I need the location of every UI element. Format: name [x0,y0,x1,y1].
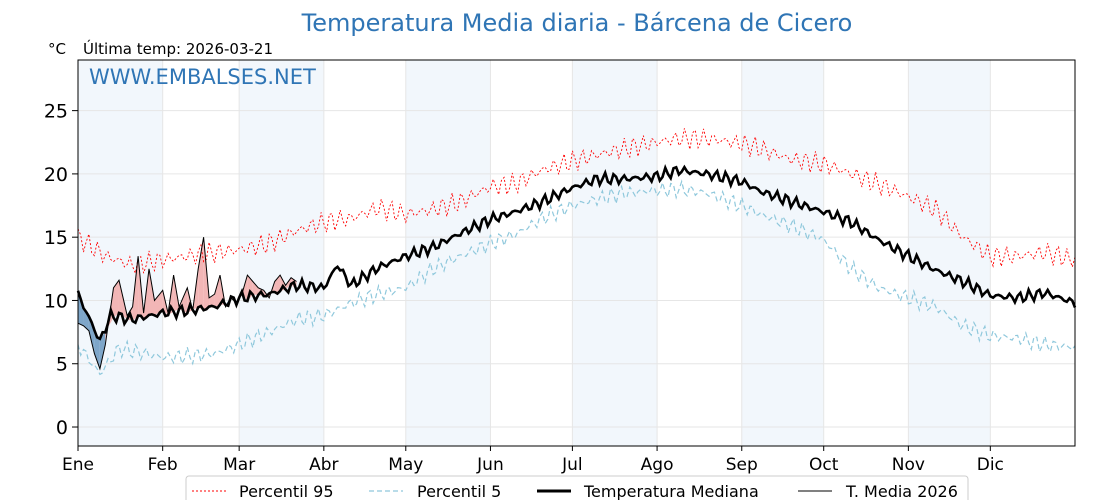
x-tick-label: Jul [561,455,583,475]
x-tick-label: Mar [223,455,255,475]
anomaly-cold [94,330,100,369]
anomaly-warm [149,268,155,316]
anomaly-cold [99,332,106,369]
unit-label: °C [48,40,66,58]
y-tick-label: 20 [44,164,68,186]
series-line-2026 [77,237,297,371]
anomaly-warm [274,275,281,293]
anomaly-warm [113,280,119,318]
x-axis-ticks: Ene Feb Mar Abr May Jun Jul Ago Sep Oct Nov Dic [62,446,1004,475]
y-tick-label: 10 [44,290,68,312]
anomaly-warm [285,277,292,290]
x-tick-label: Sep [726,455,758,475]
anomaly-warm [198,237,204,311]
x-tick-label: Abr [309,455,338,475]
x-tick-label: Ene [62,455,94,475]
anomaly-cold [88,316,95,354]
month-bands [78,60,991,446]
plot-frame [77,59,1076,447]
legend-box [185,475,969,500]
chart-title: Temperatura Media diaria - Bárcena de Ci… [301,9,853,37]
month-band [78,60,163,446]
watermark: WWW.EMBALSES.NET [89,65,316,89]
series-line-median [76,164,1077,341]
series-lines [76,128,1077,376]
anomaly-cold [78,290,84,326]
x-tick-label: May [388,455,423,475]
month-band [908,60,991,446]
x-tick-label: Feb [148,455,178,475]
series-line-p5 [77,179,1076,376]
anomaly-warm [214,275,221,307]
month-band [572,60,658,446]
y-axis-ticks: 0 5 10 15 20 25 [44,101,78,439]
month-band [405,60,491,446]
legend: Percentil 95 Percentil 5 Temperatura Med… [185,475,969,500]
x-tick-label: Nov [892,455,925,475]
legend-label-p95: Percentil 95 [239,482,334,500]
anomaly-cold [83,308,89,331]
month-band [239,60,324,446]
grid-lines [77,60,1075,446]
y-tick-label: 15 [44,227,68,249]
x-tick-label: Dic [977,455,1004,475]
anomaly-warm [154,290,163,316]
x-tick-label: Jun [476,455,504,475]
legend-label-p5: Percentil 5 [417,482,501,500]
anomaly-warm [252,281,259,295]
y-tick-label: 25 [44,101,68,123]
y-tick-label: 5 [56,354,68,376]
legend-label-median: Temperatura Mediana [583,482,759,500]
month-band [741,60,824,446]
legend-label-2026: T. Media 2026 [845,482,958,500]
series-line-p95 [77,128,1076,275]
x-tick-label: Ago [641,455,674,475]
last-temp-label: Última temp: 2026-03-21 [83,39,273,58]
x-tick-label: Oct [809,455,839,475]
y-tick-label: 0 [56,417,68,439]
